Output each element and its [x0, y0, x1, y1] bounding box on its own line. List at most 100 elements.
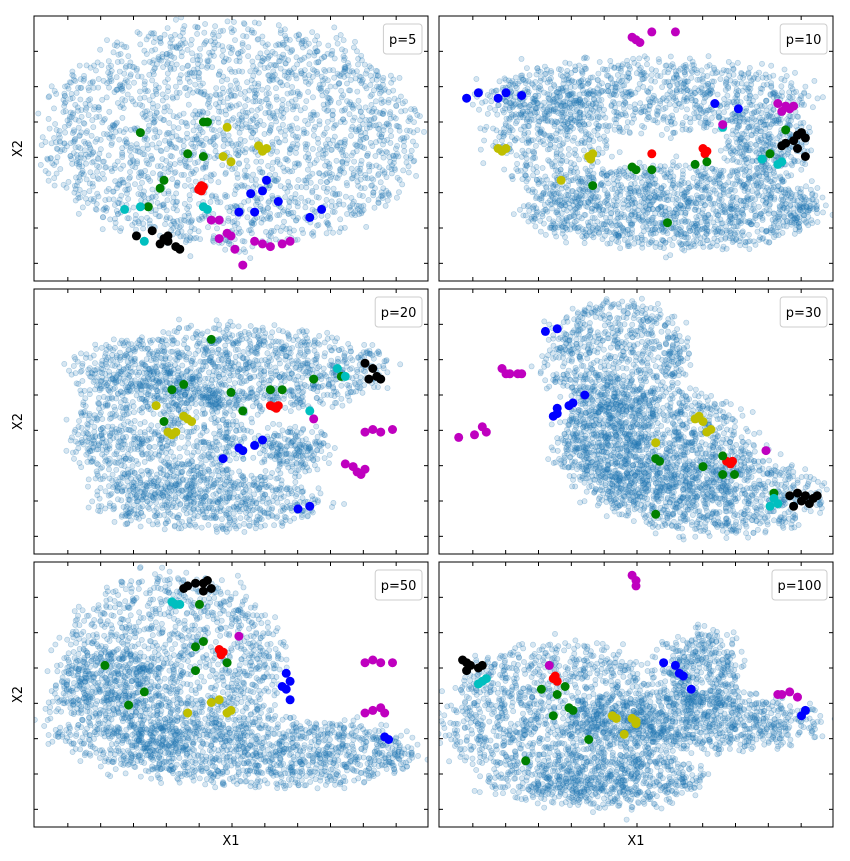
- background-point: [127, 144, 134, 151]
- background-point: [298, 70, 305, 76]
- background-point: [588, 115, 595, 122]
- background-point: [604, 66, 611, 73]
- background-point: [294, 160, 301, 166]
- background-point: [137, 95, 143, 102]
- background-point: [310, 232, 317, 239]
- background-point: [137, 168, 144, 175]
- background-point: [220, 89, 226, 96]
- background-point: [210, 136, 216, 143]
- background-point: [138, 73, 145, 80]
- background-point: [553, 150, 560, 157]
- background-point: [358, 132, 364, 139]
- background-point: [284, 45, 290, 51]
- background-point: [288, 143, 295, 150]
- background-point: [755, 185, 762, 191]
- background-point: [75, 210, 82, 217]
- background-point: [228, 92, 235, 99]
- background-point: [745, 193, 751, 200]
- background-point: [91, 195, 97, 202]
- background-point: [365, 150, 371, 157]
- background-point: [44, 156, 51, 163]
- background-point: [644, 61, 650, 68]
- background-point: [358, 208, 365, 215]
- background-point: [685, 180, 692, 187]
- background-point: [361, 185, 368, 191]
- background-point: [59, 146, 65, 153]
- background-point: [195, 88, 202, 95]
- background-point: [285, 210, 292, 217]
- background-point: [190, 119, 197, 126]
- background-point: [176, 45, 183, 52]
- background-point: [90, 106, 97, 113]
- background-point: [210, 141, 217, 147]
- background-point: [121, 43, 127, 50]
- background-point: [71, 189, 78, 196]
- background-point: [60, 109, 67, 115]
- background-point: [550, 183, 557, 190]
- background-point: [356, 104, 363, 111]
- background-point: [186, 237, 193, 244]
- background-point: [147, 178, 154, 184]
- background-point: [151, 30, 157, 37]
- background-point: [115, 210, 121, 217]
- background-point: [87, 64, 94, 71]
- background-point: [268, 122, 275, 128]
- background-point: [239, 238, 246, 244]
- background-point: [206, 49, 213, 56]
- background-point: [700, 243, 707, 250]
- background-point: [247, 255, 254, 261]
- background-point: [116, 136, 123, 143]
- background-point: [353, 128, 360, 135]
- background-point: [234, 124, 241, 131]
- background-point: [566, 104, 573, 111]
- background-point: [51, 162, 57, 168]
- background-point: [220, 58, 227, 65]
- background-point: [215, 115, 222, 122]
- background-point: [132, 101, 139, 108]
- background-point: [83, 62, 90, 69]
- background-point: [149, 186, 156, 193]
- background-point: [248, 127, 254, 134]
- background-point: [141, 47, 148, 54]
- background-point: [393, 194, 400, 201]
- background-point: [202, 213, 209, 220]
- background-point: [95, 84, 102, 91]
- highlight-point: [159, 175, 169, 185]
- background-point: [88, 132, 95, 139]
- background-point: [370, 176, 377, 183]
- background-point: [273, 42, 279, 49]
- background-point: [486, 105, 493, 111]
- background-point: [61, 103, 68, 109]
- background-point: [163, 146, 170, 152]
- background-point: [215, 41, 222, 48]
- background-point: [121, 79, 128, 86]
- background-point: [286, 199, 293, 206]
- background-point: [337, 225, 344, 232]
- background-point: [315, 139, 322, 146]
- background-point: [233, 58, 240, 64]
- background-point: [168, 36, 175, 43]
- background-point: [808, 217, 815, 223]
- background-point: [163, 207, 170, 214]
- background-point: [309, 189, 316, 196]
- background-point: [75, 195, 82, 201]
- background-point: [124, 78, 131, 85]
- background-point: [239, 183, 246, 190]
- background-point: [226, 208, 233, 214]
- background-point: [563, 215, 570, 222]
- background-point: [759, 60, 765, 67]
- background-point: [690, 241, 697, 248]
- background-point: [382, 202, 389, 209]
- background-point: [138, 170, 145, 177]
- background-point: [645, 217, 651, 223]
- background-point: [264, 215, 271, 222]
- background-point: [378, 131, 385, 138]
- background-point: [216, 99, 223, 106]
- background-point: [334, 175, 341, 182]
- background-point: [359, 193, 366, 199]
- background-point: [275, 58, 282, 64]
- background-point: [734, 229, 741, 236]
- background-point: [267, 127, 274, 134]
- background-point: [237, 49, 244, 55]
- scatter-panel-2: p=10: [438, 15, 834, 282]
